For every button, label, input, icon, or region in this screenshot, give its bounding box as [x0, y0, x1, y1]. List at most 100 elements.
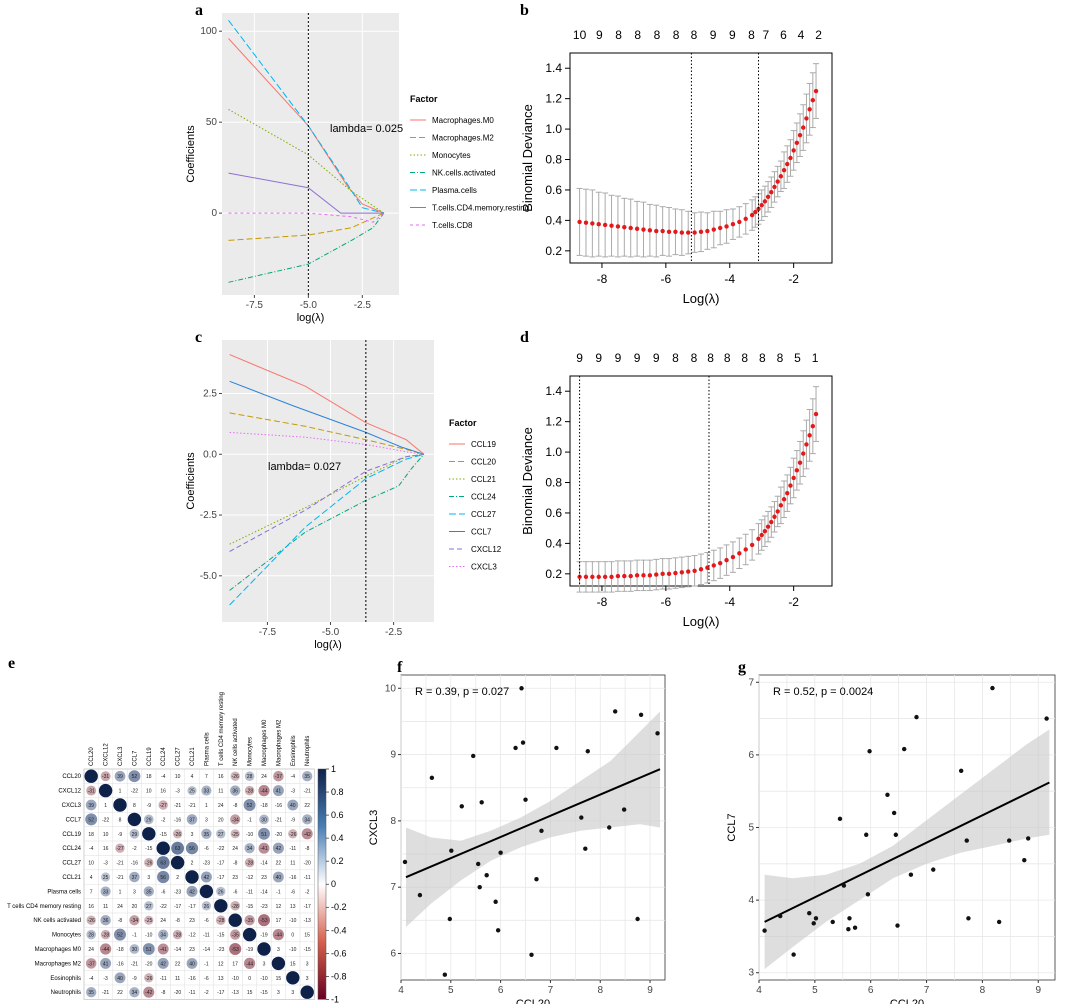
data-point [837, 816, 843, 821]
data-point [519, 686, 524, 691]
matrix-cell-value: 10 [175, 774, 181, 780]
data-point [847, 916, 852, 921]
matrix-cell-value: -8 [118, 918, 123, 924]
matrix-cell-value: 35 [204, 832, 210, 838]
matrix-cell-value: 3 [291, 990, 294, 996]
matrix-diagonal-circle [214, 899, 228, 913]
matrix-cell-circle [229, 942, 242, 956]
y-tick-label: 0.2 [545, 244, 562, 258]
matrix-cell-value: -25 [145, 918, 152, 924]
matrix-cell-value: -34 [232, 817, 239, 823]
matrix-cell-circle [128, 770, 141, 783]
matrix-cell-value: -8 [305, 846, 310, 852]
data-point [891, 810, 897, 816]
deviance-point [666, 571, 672, 577]
deviance-point [660, 228, 665, 234]
legend-label: NK.cells.activated [432, 169, 496, 178]
matrix-cell-circle [142, 943, 155, 955]
data-point [402, 859, 408, 865]
series-line [229, 453, 424, 552]
matrix-cell-value: -34 [131, 918, 138, 924]
matrix-cell-value: -41 [160, 947, 167, 953]
matrix-cell-circle [244, 785, 255, 796]
deviance-point [602, 574, 608, 580]
matrix-cell-value: -44 [102, 947, 109, 953]
panel-label-a: a [195, 2, 203, 19]
matrix-cell-value: 11 [290, 861, 295, 867]
matrix-col-label: Neutrophils [305, 736, 311, 766]
deviance-point [724, 557, 729, 563]
matrix-cell-value: 26 [218, 889, 224, 895]
deviance-point [609, 223, 614, 228]
matrix-col-label: CCL21 [190, 747, 196, 766]
matrix-cell-value: 39 [88, 803, 94, 809]
top-count-label: 8 [777, 351, 784, 365]
matrix-cell-value: 8 [119, 817, 122, 823]
matrix-cell-value: 33 [103, 889, 109, 895]
y-tick-label: 0.8 [545, 476, 562, 490]
deviance-point [797, 132, 803, 138]
data-point [479, 800, 484, 805]
matrix-row-label: Monocytes [52, 933, 81, 939]
matrix-cell-value: -16 [174, 817, 181, 823]
matrix-cell-value: 12 [276, 904, 282, 910]
matrix-col-label: Plasma cells [204, 732, 210, 766]
matrix-cell-circle [129, 944, 140, 954]
matrix-cell-value: -23 [260, 904, 267, 910]
matrix-cell-circle [288, 829, 298, 839]
y-tick-label: 50 [206, 117, 218, 128]
matrix-cell-value: 16 [88, 904, 94, 910]
colorbar-tick-label: 0.8 [331, 787, 344, 797]
matrix-cell-value: 52 [88, 817, 94, 823]
legend-label: CCL24 [471, 493, 496, 502]
data-point [484, 873, 489, 878]
matrix-cell-value: 63 [175, 846, 181, 852]
matrix-cell-value: -1 [247, 817, 252, 823]
matrix-col-label: CXCL3 [118, 746, 124, 766]
x-tick-label: 9 [647, 985, 653, 996]
matrix-cell-value: -17 [217, 875, 224, 881]
matrix-cell-value: -26 [145, 976, 152, 982]
data-point [539, 828, 544, 834]
matrix-diagonal-circle [127, 812, 142, 827]
matrix-cell-value: -4 [89, 976, 94, 982]
matrix-cell-circle [156, 856, 170, 870]
matrix-cell-value: 3 [277, 947, 280, 953]
deviance-point [743, 547, 748, 552]
matrix-cell-value: -17 [174, 904, 181, 910]
deviance-point [628, 225, 633, 231]
y-tick-label: 3 [748, 968, 754, 979]
matrix-cell-value: 17 [232, 961, 238, 967]
matrix-cell-value: -6 [204, 976, 209, 982]
matrix-col-label: CCL19 [147, 747, 153, 766]
matrix-cell-value: 34 [304, 817, 310, 823]
matrix-cell-circle [101, 872, 111, 882]
deviance-point [679, 570, 685, 575]
matrix-cell-value: 36 [232, 789, 238, 795]
data-point [449, 848, 454, 853]
matrix-cell-circle [230, 929, 241, 940]
deviance-point [801, 451, 806, 456]
deviance-point [596, 574, 601, 580]
matrix-cell-value: -4 [89, 846, 94, 852]
deviance-point [654, 228, 659, 234]
confidence-band [406, 711, 660, 927]
deviance-point [762, 199, 768, 204]
y-tick-label: 0.6 [545, 506, 562, 520]
panel-label-b: b [520, 2, 529, 19]
matrix-cell-circle [144, 973, 154, 983]
deviance-point [711, 227, 716, 232]
matrix-cell-value: -8 [233, 861, 238, 867]
matrix-cell-value: -22 [160, 904, 167, 910]
top-count-label: 8 [615, 28, 622, 42]
matrix-cell-circle [302, 814, 313, 825]
matrix-cell-circle [216, 915, 226, 925]
matrix-cell-value: -16 [275, 803, 282, 809]
matrix-cell-value: 35 [88, 990, 94, 996]
matrix-col-label: CCL27 [176, 747, 182, 766]
matrix-cell-value: -10 [289, 947, 296, 953]
y-axis-label: Binomial Deviance [520, 427, 535, 535]
matrix-cell-value: -14 [203, 947, 210, 953]
deviance-point [717, 560, 723, 566]
